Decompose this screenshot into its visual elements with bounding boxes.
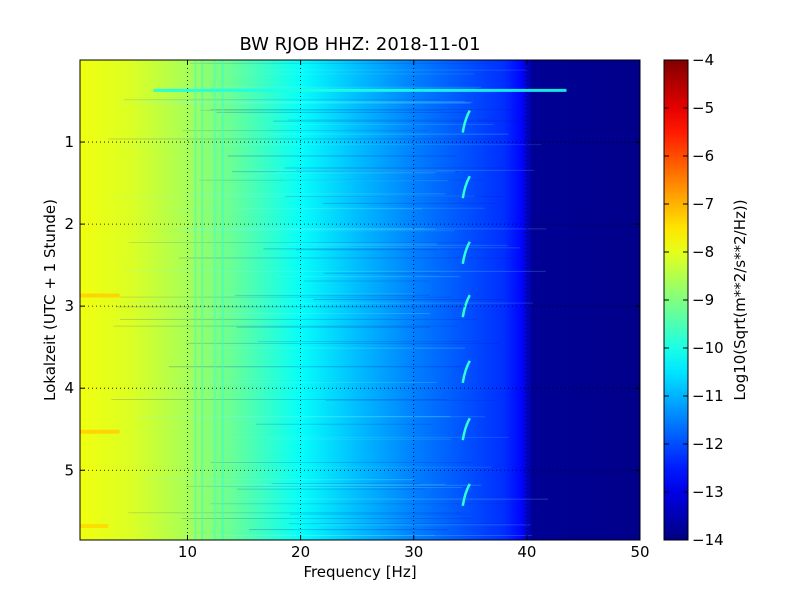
plot-area bbox=[80, 60, 640, 540]
chart-title: BW RJOB HHZ: 2018-11-01 bbox=[239, 34, 480, 55]
tone-burst-feature bbox=[461, 241, 471, 265]
x-axis-label: Frequency [Hz] bbox=[303, 563, 416, 581]
tone-burst-feature bbox=[461, 294, 471, 318]
tone-burst-feature bbox=[461, 175, 471, 199]
y-tick-label: 3 bbox=[64, 297, 74, 315]
colorbar-tick-label: −8 bbox=[692, 243, 714, 261]
plot-frame bbox=[79, 59, 641, 541]
colorbar-tick-label: −6 bbox=[692, 147, 714, 165]
y-tick-label: 5 bbox=[64, 461, 74, 479]
x-tick-label: 50 bbox=[630, 543, 649, 561]
y-tick-label: 1 bbox=[64, 133, 74, 151]
colorbar-tick-label: −4 bbox=[692, 51, 714, 69]
grid-lines bbox=[80, 60, 640, 540]
colorbar-tick-label: −10 bbox=[692, 339, 724, 357]
colorbar-tick-label: −12 bbox=[692, 435, 724, 453]
spectrogram-noise-stripes bbox=[108, 62, 549, 536]
x-tick-label: 10 bbox=[178, 543, 197, 561]
tone-burst-feature bbox=[461, 483, 471, 507]
colorbar-tick-label: −7 bbox=[692, 195, 714, 213]
x-tick-label: 30 bbox=[404, 543, 423, 561]
colorbar-label: Log10(Sqrt(m**2/s**2/Hz)) bbox=[731, 199, 749, 400]
y-axis-label: Lokalzeit (UTC + 1 Stunde) bbox=[41, 199, 59, 401]
tone-burst-feature bbox=[461, 360, 471, 383]
colorbar-tick-label: −11 bbox=[692, 387, 724, 405]
colorbar-ticks: −4 −5 −6 −7 −8 −9 −10 −11 −12 −13 −14 bbox=[664, 51, 724, 549]
colorbar-tick-label: −5 bbox=[692, 99, 714, 117]
y-tick-label: 2 bbox=[64, 215, 74, 233]
colorbar-tick-label: −13 bbox=[692, 483, 724, 501]
colorbar-tick-label: −9 bbox=[692, 291, 714, 309]
tone-burst-feature bbox=[461, 109, 471, 133]
colorbar: −4 −5 −6 −7 −8 −9 −10 −11 −12 −13 −14 Log10(Sqrt(m… bbox=[663, 51, 749, 549]
y-axis-ticks: 1 2 3 4 5 bbox=[64, 133, 640, 479]
x-tick-label: 20 bbox=[291, 543, 310, 561]
x-axis-ticks: 10 20 30 40 50 bbox=[178, 60, 650, 561]
x-tick-label: 40 bbox=[517, 543, 536, 561]
colorbar-tick-label: −14 bbox=[692, 531, 724, 549]
tone-burst-feature bbox=[461, 417, 471, 441]
spectrogram-features bbox=[80, 60, 567, 540]
spectrogram-background bbox=[80, 60, 640, 540]
y-tick-label: 4 bbox=[64, 379, 74, 397]
